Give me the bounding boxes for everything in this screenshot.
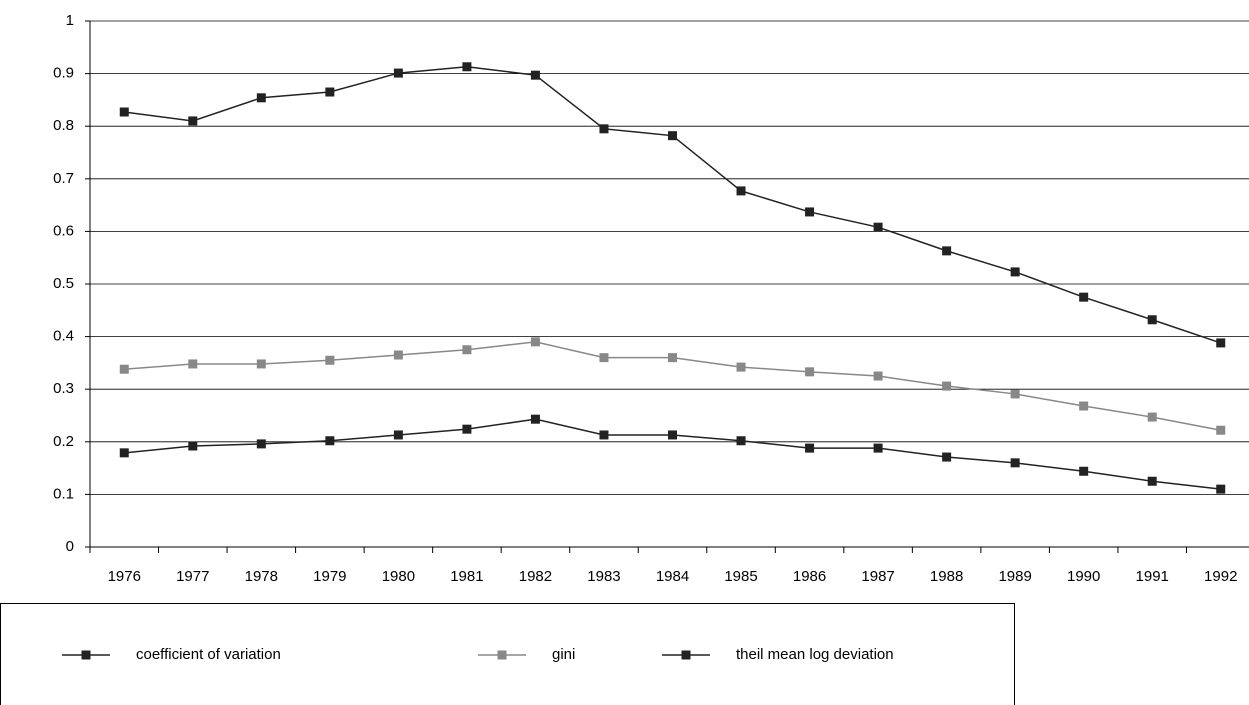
data-point [188, 359, 198, 369]
legend-marker [681, 650, 691, 660]
x-tick-label: 1981 [450, 568, 483, 585]
data-point [462, 345, 472, 355]
data-point [256, 359, 266, 369]
series-line [124, 66, 1221, 344]
x-tick-label: 1983 [587, 568, 620, 585]
x-tick-label: 1979 [313, 568, 346, 585]
y-tick-label: 0.2 [53, 433, 74, 450]
data-point [1147, 476, 1157, 486]
x-tick-label: 1990 [1067, 568, 1100, 585]
y-tick-label: 0 [66, 538, 74, 555]
x-tick-label: 1977 [176, 568, 209, 585]
data-point [1079, 401, 1089, 411]
data-point [805, 207, 815, 217]
y-tick-label: 0.8 [53, 117, 74, 134]
y-tick-label: 0.1 [53, 485, 74, 502]
data-point [873, 371, 883, 381]
data-point [873, 443, 883, 453]
data-point [119, 107, 129, 117]
data-point [462, 62, 472, 72]
x-tick-label: 1976 [108, 568, 141, 585]
data-point [462, 424, 472, 434]
data-point [530, 414, 540, 424]
legend-label: coefficient of variation [136, 646, 281, 663]
data-point [1216, 338, 1226, 348]
data-point [736, 362, 746, 372]
data-point [256, 93, 266, 103]
data-point [119, 448, 129, 458]
data-point [1216, 484, 1226, 494]
y-tick-label: 0.9 [53, 65, 74, 82]
data-point [1010, 389, 1020, 399]
data-point [942, 246, 952, 256]
data-point [599, 430, 609, 440]
x-tick-label: 1991 [1136, 568, 1169, 585]
data-point [188, 116, 198, 126]
x-tick-label: 1989 [998, 568, 1031, 585]
data-point [942, 452, 952, 462]
data-point [1010, 458, 1020, 468]
data-point [668, 353, 677, 363]
data-point [393, 350, 403, 360]
x-tick-label: 1992 [1204, 568, 1237, 585]
data-point [599, 124, 609, 134]
legend-label: gini [552, 646, 575, 663]
series-line [124, 418, 1221, 490]
data-point [1010, 267, 1020, 277]
data-point [325, 87, 335, 97]
x-tick-label: 1988 [930, 568, 963, 585]
data-point [805, 367, 815, 377]
y-tick-label: 0.6 [53, 222, 74, 239]
data-point [188, 441, 198, 451]
x-tick-label: 1982 [519, 568, 552, 585]
data-point [530, 70, 540, 80]
data-point [530, 337, 540, 347]
data-point [668, 430, 677, 440]
x-tick-label: 1978 [245, 568, 278, 585]
data-point [325, 436, 335, 446]
x-tick-label: 1986 [793, 568, 826, 585]
y-tick-label: 0.5 [53, 275, 74, 292]
y-tick-label: 0.7 [53, 170, 74, 187]
data-point [599, 353, 609, 363]
legend-label: theil mean log deviation [736, 646, 894, 663]
legend-marker [497, 650, 507, 660]
x-tick-label: 1987 [861, 568, 894, 585]
data-point [942, 381, 952, 391]
legend-marker [81, 650, 91, 660]
x-tick-label: 1980 [382, 568, 415, 585]
data-point [119, 364, 129, 374]
data-point [668, 131, 677, 141]
data-point [393, 430, 403, 440]
y-tick-label: 0.4 [53, 328, 74, 345]
legend-box [0, 603, 1015, 705]
data-point [1147, 412, 1157, 422]
data-point [736, 436, 746, 446]
data-point [393, 68, 403, 78]
data-point [1079, 466, 1089, 476]
data-point [1079, 292, 1089, 302]
data-point [325, 355, 335, 365]
data-point [736, 186, 746, 196]
y-tick-label: 1 [66, 12, 74, 29]
x-tick-label: 1984 [656, 568, 689, 585]
data-point [256, 439, 266, 449]
y-tick-label: 0.3 [53, 380, 74, 397]
data-point [1147, 315, 1157, 325]
data-point [1216, 425, 1226, 435]
data-point [873, 222, 883, 232]
data-point [805, 443, 815, 453]
x-tick-label: 1985 [724, 568, 757, 585]
